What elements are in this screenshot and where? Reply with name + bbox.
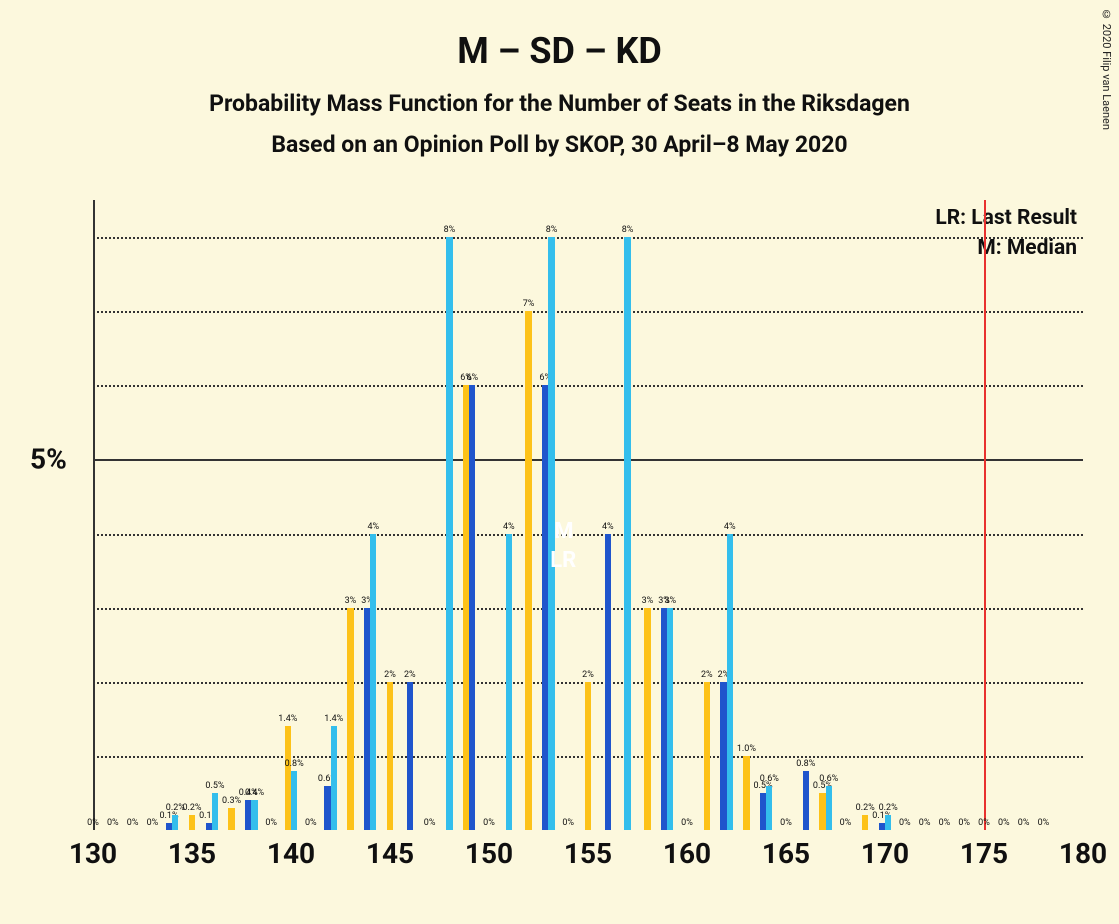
median-marker-label: M <box>554 519 573 544</box>
bar: 2% <box>407 682 413 830</box>
chart-plot-area: 5% 130135140145150155160165170175180 0%0… <box>93 200 1083 830</box>
bar-value-label: 0% <box>483 818 495 828</box>
bar-value-label: 0% <box>1018 818 1030 828</box>
bar-value-label: 0% <box>780 818 792 828</box>
bar: 0.6% <box>826 786 832 830</box>
bar-value-label: 0% <box>424 818 436 828</box>
bar: 0.2% <box>172 815 178 830</box>
bar: 8% <box>624 237 630 830</box>
bar: 6% <box>469 385 475 830</box>
chart-subtitle-2: Based on an Opinion Poll by SKOP, 30 Apr… <box>0 117 1119 158</box>
bar-value-label: 0% <box>919 818 931 828</box>
bar-value-label: 0% <box>1038 818 1050 828</box>
bar: 0.8% <box>291 771 297 830</box>
bar-value-label: 0% <box>978 818 990 828</box>
bar-value-label: 0.4% <box>245 788 264 798</box>
bar-value-label: 3% <box>345 596 357 606</box>
bar-value-label: 0% <box>998 818 1010 828</box>
bar-value-label: 0.8% <box>285 759 304 769</box>
bar: 7% <box>525 311 531 830</box>
bar: 3% <box>644 608 650 830</box>
bar-value-label: 1.4% <box>278 714 297 724</box>
bar-value-label: 0.5% <box>205 781 224 791</box>
x-axis-tick-label: 140 <box>267 837 315 870</box>
bar: 0.3% <box>228 808 234 830</box>
bar: 0.5% <box>212 793 218 830</box>
bar-value-label: 6% <box>467 373 479 383</box>
bar-value-label: 2% <box>384 670 396 680</box>
bar: 2% <box>704 682 710 830</box>
bar-value-label: 0% <box>305 818 317 828</box>
bar-value-label: 0.8% <box>796 759 815 769</box>
bar: 3% <box>347 608 353 830</box>
bar: 0.2% <box>885 815 891 830</box>
bar-value-label: 4% <box>368 522 380 532</box>
bar-value-label: 4% <box>724 522 736 532</box>
bar-value-label: 0% <box>265 818 277 828</box>
bar-value-label: 2% <box>582 670 594 680</box>
bar: 0.6% <box>766 786 772 830</box>
last-result-marker-label: LR <box>550 548 576 573</box>
bar-value-label: 0% <box>562 818 574 828</box>
bar: 4% <box>727 534 733 830</box>
bar: 4% <box>605 534 611 830</box>
bar: 4% <box>506 534 512 830</box>
y-axis-label-5pct: 5% <box>30 443 67 476</box>
bar-value-label: 4% <box>602 522 614 532</box>
bar-value-label: 0.6% <box>819 774 838 784</box>
bar: 0.4% <box>251 800 257 830</box>
bar: 0.8% <box>803 771 809 830</box>
bar-value-label: 2% <box>404 670 416 680</box>
x-axis-tick-label: 130 <box>69 837 117 870</box>
bar-value-label: 0% <box>107 818 119 828</box>
bar: 0.2% <box>862 815 868 830</box>
bar-value-label: 1.4% <box>324 714 343 724</box>
x-axis-tick-label: 145 <box>366 837 414 870</box>
x-axis-tick-label: 170 <box>861 837 909 870</box>
x-axis-tick-label: 155 <box>564 837 612 870</box>
bar-value-label: 2% <box>701 670 713 680</box>
x-axis-tick-label: 175 <box>960 837 1008 870</box>
bar-value-label: 1.0% <box>737 744 756 754</box>
bar: 2% <box>387 682 393 830</box>
bar-value-label: 8% <box>622 225 634 235</box>
bar: 8% <box>446 237 452 830</box>
bar-value-label: 0% <box>958 818 970 828</box>
bar-value-label: 4% <box>503 522 515 532</box>
chart-subtitle-1: Probability Mass Function for the Number… <box>0 72 1119 117</box>
bar: 3% <box>667 608 673 830</box>
bar-value-label: 8% <box>444 225 456 235</box>
bars-container: 0%0%0%0%0.1%0.2%0.2%0.1%0.5%0.3%0.4%0.4%… <box>93 200 1083 830</box>
bar: 1.0% <box>743 756 749 830</box>
bar-value-label: 8% <box>546 225 558 235</box>
x-axis-tick-label: 165 <box>762 837 810 870</box>
bar-value-label: 0% <box>899 818 911 828</box>
bar-value-label: 0.6% <box>760 774 779 784</box>
bar: 2% <box>585 682 591 830</box>
x-axis-tick-label: 135 <box>168 837 216 870</box>
x-axis-tick-label: 160 <box>663 837 711 870</box>
bar: 1.4% <box>331 726 337 830</box>
bar: 4% <box>370 534 376 830</box>
bar-value-label: 0% <box>147 818 159 828</box>
bar-value-label: 3% <box>642 596 654 606</box>
x-axis-tick-label: 180 <box>1059 837 1107 870</box>
bar: 0.2% <box>189 815 195 830</box>
bar-value-label: 0% <box>840 818 852 828</box>
bar-value-label: 0% <box>127 818 139 828</box>
bar-value-label: 0% <box>939 818 951 828</box>
bar-value-label: 3% <box>665 596 677 606</box>
bar-value-label: 0% <box>681 818 693 828</box>
bar-value-label: 0.2% <box>879 803 898 813</box>
chart-title: M – SD – KD <box>0 0 1119 72</box>
x-axis-tick-label: 150 <box>465 837 513 870</box>
bar-value-label: 7% <box>523 299 535 309</box>
copyright-text: © 2020 Filip van Laenen <box>1100 8 1113 130</box>
bar-value-label: 0% <box>87 818 99 828</box>
